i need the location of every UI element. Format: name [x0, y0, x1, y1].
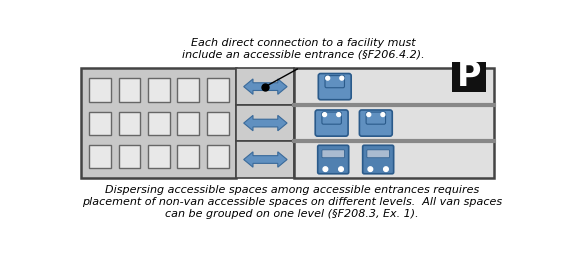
Circle shape	[323, 113, 327, 117]
Bar	[177, 145, 199, 168]
Circle shape	[339, 167, 343, 171]
FancyBboxPatch shape	[322, 150, 344, 158]
Bar	[148, 78, 170, 101]
Bar	[207, 145, 229, 168]
Circle shape	[326, 76, 329, 80]
Bar	[89, 112, 111, 135]
Circle shape	[384, 167, 388, 171]
Bar	[119, 112, 140, 135]
Circle shape	[340, 76, 344, 80]
Bar	[207, 78, 229, 101]
Text: Dispersing accessible spaces among accessible entrances requires
placement of no: Dispersing accessible spaces among acces…	[82, 185, 502, 219]
Bar	[237, 68, 295, 105]
Bar	[207, 112, 229, 135]
Text: Each direct connection to a facility must
include an accessible entrance (§F206.: Each direct connection to a facility mus…	[182, 38, 425, 59]
Bar	[148, 112, 170, 135]
Bar	[452, 62, 486, 91]
Bar	[119, 145, 140, 168]
Polygon shape	[244, 152, 287, 167]
FancyBboxPatch shape	[317, 145, 349, 174]
FancyBboxPatch shape	[366, 112, 385, 124]
Circle shape	[381, 113, 385, 117]
Bar	[119, 78, 140, 101]
FancyBboxPatch shape	[360, 110, 392, 136]
Bar	[148, 145, 170, 168]
FancyBboxPatch shape	[363, 145, 394, 174]
Circle shape	[337, 113, 341, 117]
Bar	[237, 141, 295, 178]
FancyBboxPatch shape	[318, 74, 351, 100]
Text: P: P	[457, 60, 481, 93]
Bar	[237, 105, 295, 141]
Bar	[89, 145, 111, 168]
Circle shape	[367, 113, 370, 117]
Circle shape	[323, 167, 328, 171]
Bar	[89, 78, 111, 101]
Polygon shape	[244, 79, 287, 94]
FancyBboxPatch shape	[325, 76, 344, 88]
Bar	[177, 112, 199, 135]
Polygon shape	[244, 115, 287, 131]
FancyBboxPatch shape	[322, 112, 341, 124]
FancyBboxPatch shape	[367, 150, 389, 158]
Bar	[295, 68, 494, 178]
Bar	[177, 78, 199, 101]
FancyBboxPatch shape	[315, 110, 348, 136]
Circle shape	[368, 167, 373, 171]
Bar	[82, 68, 237, 178]
